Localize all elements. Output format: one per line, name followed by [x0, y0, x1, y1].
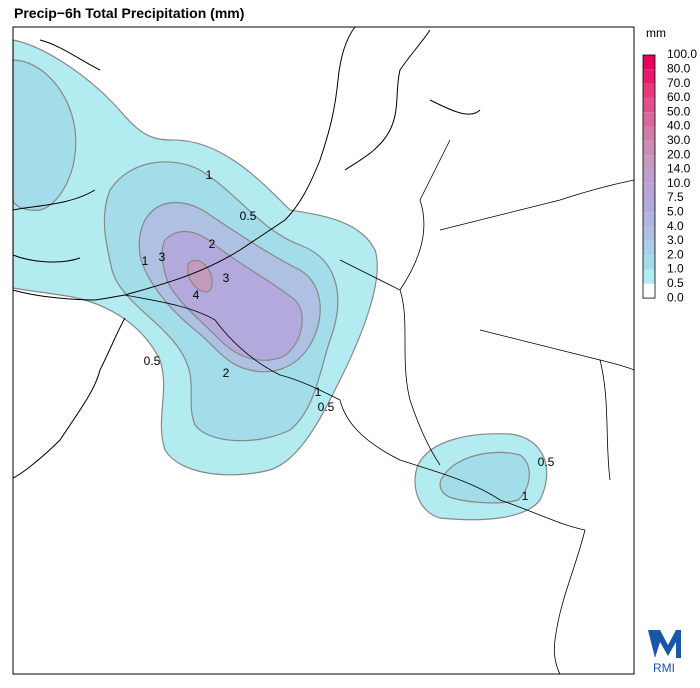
legend-label: 70.0 — [667, 76, 691, 90]
legend-swatch — [643, 97, 655, 113]
legend-label: 2.0 — [667, 247, 684, 261]
contour-label: 2 — [223, 366, 230, 380]
contour-label: 3 — [159, 250, 166, 264]
legend-label: 0.0 — [667, 290, 684, 304]
legend-swatch — [643, 155, 655, 170]
contour-label: 0.5 — [318, 400, 335, 414]
legend-swatch — [643, 269, 655, 284]
contour-label: 3 — [223, 271, 230, 285]
legend-label: 60.0 — [667, 90, 691, 104]
legend: 100.080.070.060.050.040.030.020.014.010.… — [642, 47, 697, 304]
contour-label: 1 — [206, 168, 213, 182]
legend-swatch — [643, 283, 655, 299]
legend-label: 100.0 — [667, 47, 697, 61]
legend-label: 7.5 — [667, 190, 684, 204]
legend-label: 40.0 — [667, 119, 691, 133]
legend-label: 4.0 — [667, 219, 684, 233]
legend-swatch — [643, 255, 655, 270]
legend-swatch — [643, 183, 655, 198]
legend-frame — [642, 54, 656, 299]
map-frame — [12, 26, 635, 675]
contour-label: 0.5 — [144, 354, 161, 368]
legend-label: 20.0 — [667, 147, 691, 161]
legend-swatch — [643, 126, 655, 141]
legend-swatch — [643, 226, 655, 241]
legend-label: 14.0 — [667, 162, 691, 176]
legend-swatch — [643, 83, 655, 98]
logo-text: RMI — [653, 661, 675, 675]
legend-swatch — [643, 240, 655, 256]
coastlines — [12, 26, 481, 479]
legend-label: 5.0 — [667, 204, 684, 218]
contour-label: 0.5 — [538, 455, 555, 469]
precip-areas — [12, 39, 548, 521]
contour-label: 4 — [193, 288, 200, 302]
contour-label: 0.5 — [240, 209, 257, 223]
legend-label: 50.0 — [667, 104, 691, 118]
legend-label: 3.0 — [667, 233, 684, 247]
legend-label: 30.0 — [667, 133, 691, 147]
contour-label: 1 — [315, 385, 322, 399]
logo: RMI — [648, 630, 681, 675]
contour-label: 1 — [142, 254, 149, 268]
legend-label: 0.5 — [667, 276, 684, 290]
legend-swatch — [643, 198, 655, 213]
legend-unit: mm — [646, 26, 666, 40]
legend-swatch — [643, 69, 655, 84]
legend-swatch — [643, 112, 655, 127]
borders — [124, 139, 635, 675]
contour-label: 1 — [522, 489, 529, 503]
legend-swatch — [643, 140, 655, 156]
legend-swatch — [643, 55, 655, 70]
legend-label: 10.0 — [667, 176, 691, 190]
legend-swatch — [643, 212, 655, 227]
title: Precip−6h Total Precipitation (mm) — [14, 5, 244, 21]
legend-swatch — [643, 169, 655, 184]
legend-label: 1.0 — [667, 262, 684, 276]
contour-label: 2 — [209, 237, 216, 251]
legend-label: 80.0 — [667, 61, 691, 75]
